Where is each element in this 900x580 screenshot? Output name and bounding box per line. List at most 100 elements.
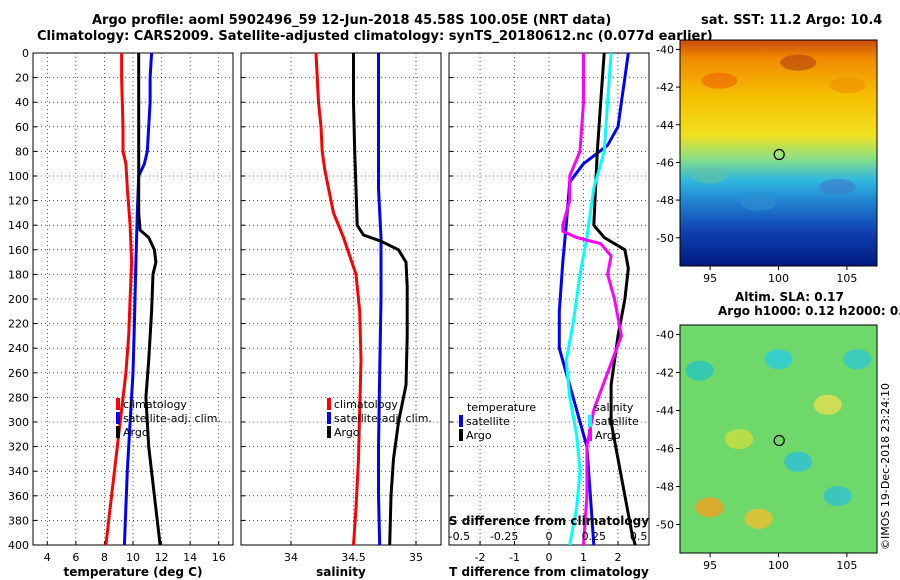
legend-label: climatology — [123, 398, 187, 411]
y-tick-label: 120 — [8, 195, 29, 208]
y-tick-label: 340 — [8, 465, 29, 478]
x-tick-label: 1 — [580, 551, 587, 564]
sla-blob — [744, 508, 773, 529]
sst-map-image — [680, 40, 877, 266]
x-tick-label: 35 — [409, 551, 423, 564]
argo-position-marker — [773, 434, 785, 447]
sla-blob — [695, 497, 724, 518]
sst-blob — [829, 77, 866, 94]
map-lon-label: 95 — [703, 272, 717, 285]
sst-blob — [691, 167, 728, 184]
map-lat-label: -42 — [656, 367, 674, 380]
series-line-t-satellite — [557, 52, 630, 546]
sla-blob — [685, 360, 714, 381]
top-tick-label: 0.25 — [582, 530, 607, 543]
imos-stamp: ©IMOS 19-Dec-2018 23:24:10 — [879, 383, 892, 550]
y-tick-label: 140 — [8, 219, 29, 232]
legend-label: climatology — [334, 398, 398, 411]
altim-map-title-line2: Argo h1000: 0.12 h2000: 0.17 — [718, 304, 900, 318]
y-tick-label: 260 — [8, 367, 29, 380]
x-axis-label: T difference from climatology — [449, 565, 649, 579]
map-lat-label: -40 — [656, 43, 674, 56]
map-lat-label: -46 — [656, 443, 674, 456]
y-tick-label: 60 — [15, 121, 29, 134]
legend-label: satellite — [595, 415, 639, 428]
x-axis-label: temperature (deg C) — [64, 565, 203, 579]
legend-title-temperature: temperature — [467, 401, 536, 414]
legend-label: Argo — [466, 429, 492, 442]
series-line-climatology — [104, 53, 134, 546]
y-tick-label: 300 — [8, 416, 29, 429]
y-tick-label: 200 — [8, 293, 29, 306]
map-lat-label: -48 — [656, 481, 674, 494]
legend-label: Argo — [595, 429, 621, 442]
legend-swatch — [327, 398, 331, 410]
y-tick-label: 160 — [8, 244, 29, 257]
series-line-s-argo — [561, 53, 623, 546]
map-lat-label: -44 — [656, 119, 674, 132]
legend-swatch — [116, 398, 120, 410]
series-line-climatology — [314, 52, 363, 546]
legend-title-salinity: salinity — [594, 401, 634, 414]
sla-blob — [843, 349, 872, 370]
altim-map-title-line1: Altim. SLA: 0.17 — [735, 290, 844, 304]
top-tick-label: -0.25 — [490, 530, 518, 543]
legend-swatch — [588, 415, 592, 427]
map-lon-label: 105 — [836, 272, 857, 285]
map-lon-label: 105 — [836, 559, 857, 572]
legend-label: Argo — [334, 426, 360, 439]
y-tick-label: 240 — [8, 342, 29, 355]
legend-swatch — [116, 426, 120, 438]
y-tick-label: 180 — [8, 268, 29, 281]
sst-blob — [780, 54, 817, 71]
top-tick-label: -0.5 — [449, 530, 470, 543]
y-tick-label: 0 — [22, 47, 29, 60]
sla-blob — [823, 486, 852, 506]
map-lon-label: 100 — [768, 559, 789, 572]
series-line-satellite-adj-clim- — [377, 53, 383, 546]
series-line-s-satellite — [564, 52, 613, 546]
map-lat-label: -44 — [656, 405, 674, 418]
figure-title-line1: Argo profile: aoml 5902496_59 12-Jun-201… — [92, 13, 612, 28]
legend-label: Argo — [123, 426, 149, 439]
x-tick-label: 34.5 — [341, 551, 366, 564]
figure-title-line2: Climatology: CARS2009. Satellite-adjuste… — [37, 29, 713, 44]
y-tick-label: 220 — [8, 318, 29, 331]
map-lat-label: -50 — [656, 519, 674, 532]
legend-label: satellite-adj. clim. — [123, 412, 221, 425]
y-tick-label: 40 — [15, 96, 29, 109]
map-lon-label: 100 — [768, 272, 789, 285]
x-tick-label: 14 — [183, 551, 197, 564]
sst-blob — [701, 72, 738, 89]
legend-swatch — [327, 426, 331, 438]
sla-blob — [784, 451, 813, 472]
map-lat-label: -46 — [656, 156, 674, 169]
sst-blob — [740, 194, 777, 211]
argo-position-marker — [773, 148, 785, 161]
sla-blob — [764, 349, 793, 370]
y-tick-label: 20 — [15, 72, 29, 85]
top-tick-label: 0 — [546, 530, 553, 543]
x-tick-label: 8 — [101, 551, 108, 564]
legend-swatch — [588, 429, 592, 441]
legend-swatch — [327, 412, 331, 424]
map-lat-label: -50 — [656, 232, 674, 245]
y-tick-label: 380 — [8, 514, 29, 527]
legend-swatch — [116, 412, 120, 424]
legend-label: satellite — [466, 415, 510, 428]
sst-blob — [819, 178, 856, 195]
x-tick-label: 16 — [212, 551, 226, 564]
x-tick-label: 0 — [546, 551, 553, 564]
series-line-argo — [352, 53, 409, 546]
legend-swatch — [459, 415, 463, 427]
top-tick-label: 0.5 — [630, 530, 648, 543]
x-tick-label: -1 — [509, 551, 520, 564]
x-tick-label: 10 — [126, 551, 140, 564]
x-tick-label: 2 — [614, 551, 621, 564]
x-tick-label: -2 — [475, 551, 486, 564]
x-tick-label: 34 — [284, 551, 298, 564]
legend-swatch — [459, 429, 463, 441]
sla-blob — [813, 394, 842, 415]
